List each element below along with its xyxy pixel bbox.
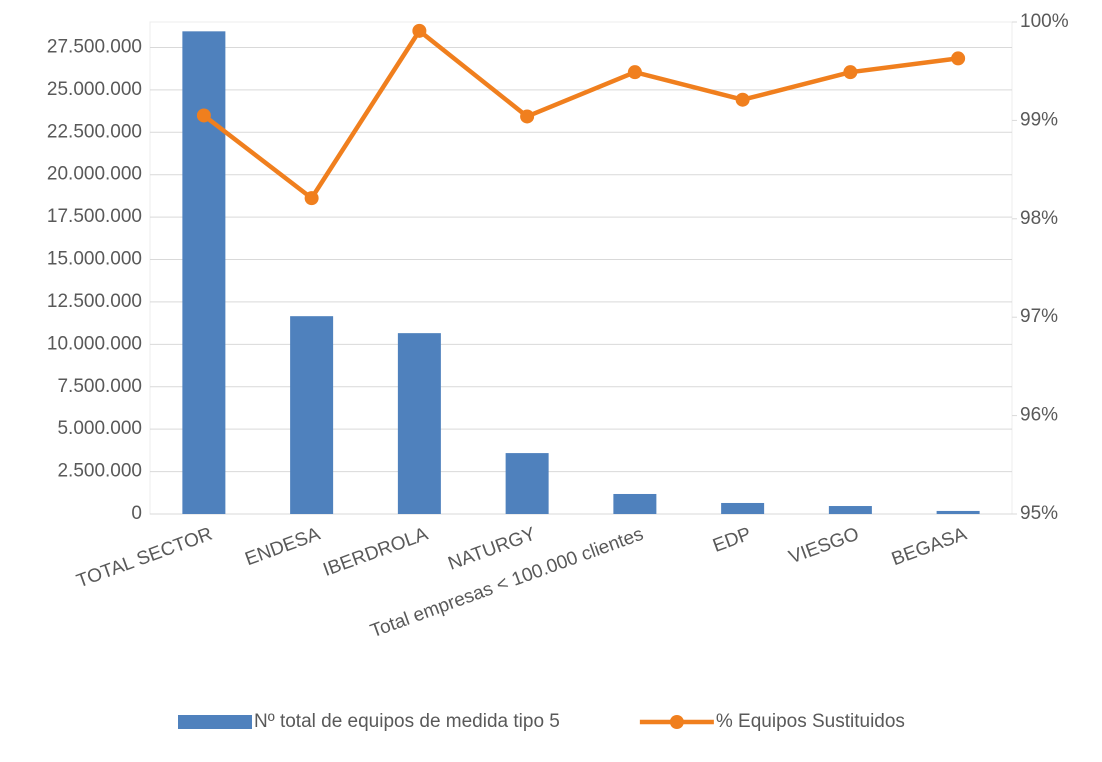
y2-tick-label: 99%	[1020, 109, 1058, 130]
bar	[397, 333, 441, 514]
line-marker	[304, 191, 319, 206]
y-tick-label: 27.500.000	[47, 36, 142, 57]
x-tick-label: IBERDROLA	[320, 524, 431, 581]
line-marker	[412, 23, 427, 38]
y-tick-label: 20.000.000	[47, 164, 142, 185]
y2-tick-label: 96%	[1020, 405, 1058, 426]
y2-tick-label: 98%	[1020, 208, 1058, 229]
bar	[505, 453, 549, 514]
y2-tick-label: 100%	[1020, 11, 1069, 32]
y-tick-label: 15.000.000	[47, 249, 142, 270]
legend-swatch	[669, 715, 684, 729]
line-marker	[843, 65, 858, 80]
y-tick-label: 17.500.000	[47, 206, 142, 227]
legend-label: % Equipos Sustituidos	[716, 711, 905, 732]
y-tick-label: 2.500.000	[57, 461, 142, 482]
bar	[828, 506, 872, 514]
y2-tick-label: 95%	[1020, 503, 1058, 524]
y-tick-label: 5.000.000	[57, 418, 142, 439]
line-marker	[627, 65, 642, 80]
x-tick-label: EDP	[710, 524, 754, 557]
line-marker	[951, 51, 966, 66]
line-marker	[196, 108, 211, 123]
x-tick-label: TOTAL SECTOR	[74, 524, 215, 593]
y-tick-label: 10.000.000	[47, 333, 142, 354]
y-tick-label: 7.500.000	[57, 376, 142, 397]
y2-tick-label: 97%	[1020, 306, 1058, 327]
legend-swatch	[178, 715, 252, 729]
bar	[936, 510, 980, 514]
bar	[290, 316, 334, 514]
line	[202, 28, 959, 201]
bar	[721, 502, 765, 514]
y-tick-label: 12.500.000	[47, 291, 142, 312]
x-tick-label: ENDESA	[242, 524, 323, 571]
bar	[613, 493, 657, 514]
y-tick-label: 0	[131, 503, 142, 524]
y-tick-label: 25.000.000	[47, 79, 142, 100]
y-tick-label: 22.500.000	[47, 121, 142, 142]
x-tick-label: BEGASA	[889, 524, 970, 571]
bar	[182, 31, 226, 515]
line-marker	[735, 92, 750, 107]
line-marker	[520, 109, 535, 124]
x-tick-label: VIESGO	[786, 524, 862, 569]
legend-label: Nº total de equipos de medida tipo 5	[254, 711, 560, 732]
